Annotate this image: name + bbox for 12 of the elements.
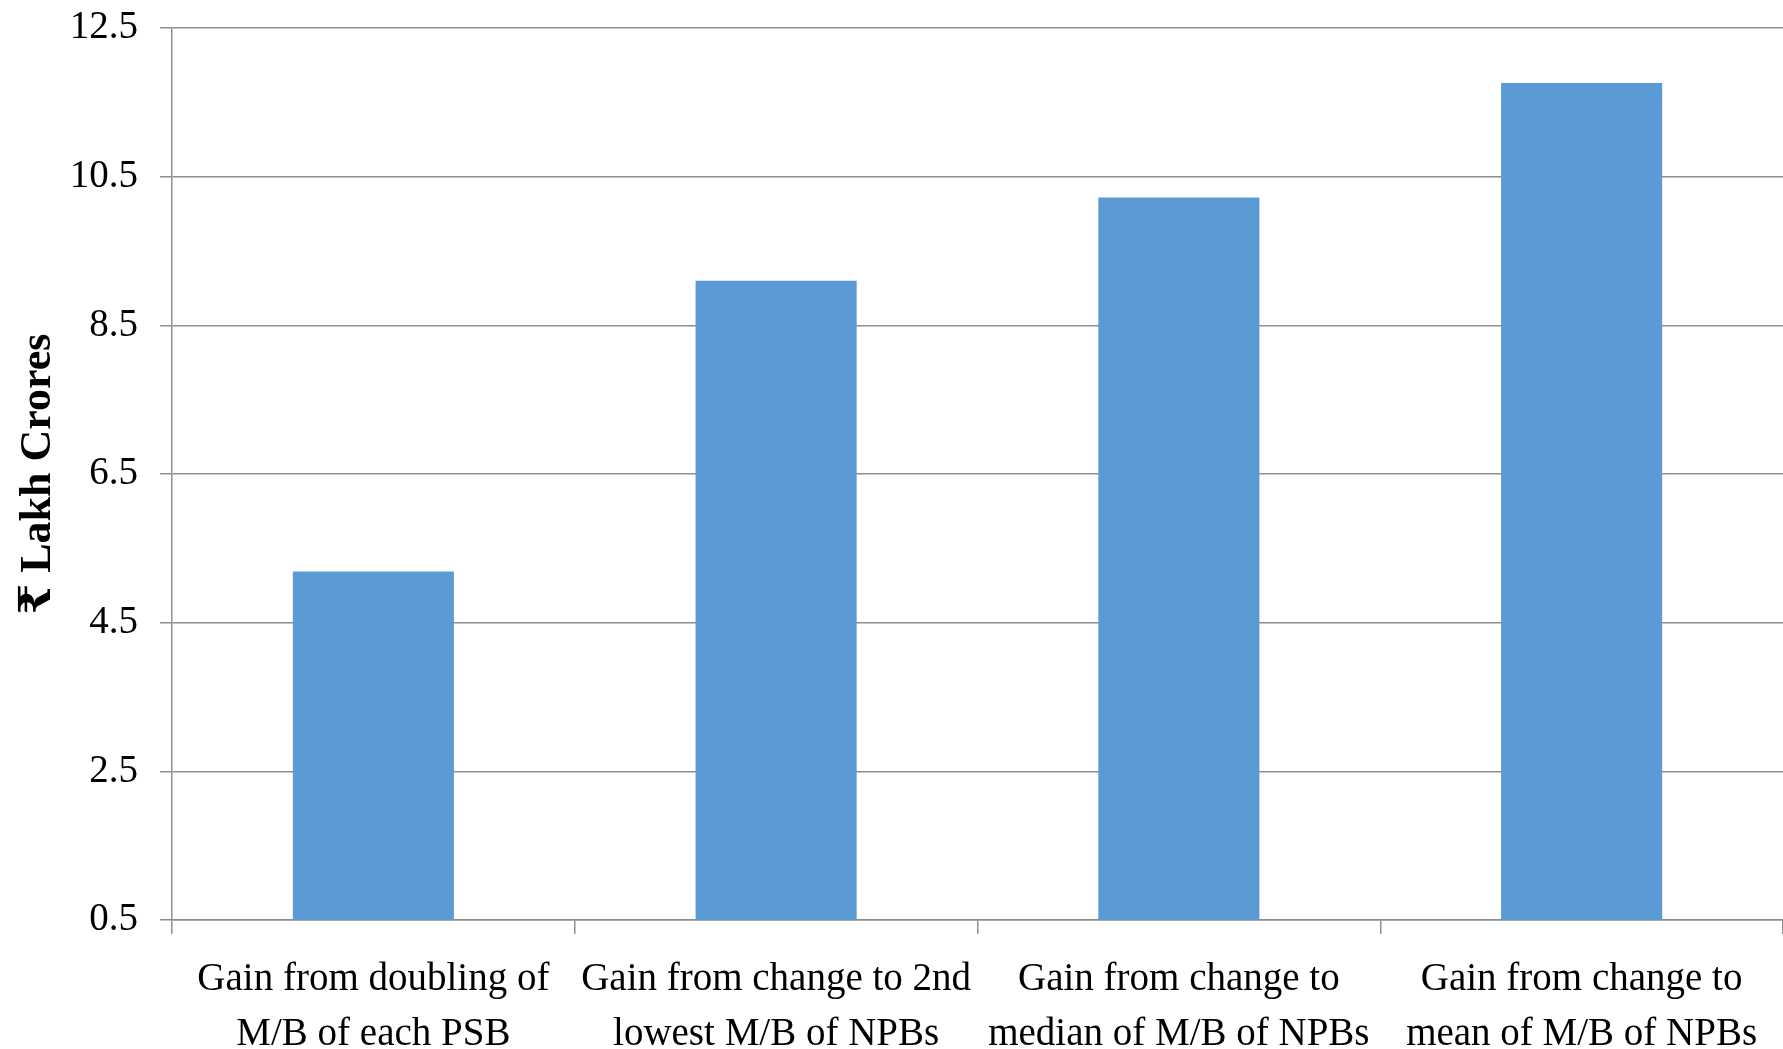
- y-tick-label: 4.5: [89, 597, 138, 641]
- y-tick-label: 10.5: [69, 151, 138, 195]
- y-axis-title: ₹ Lakh Crores: [10, 333, 60, 615]
- x-tick-label: Gain from change to mean of M/B of NPBs: [1406, 954, 1758, 1049]
- y-tick-label: 6.5: [89, 449, 138, 493]
- y-tick-label: 12.5: [69, 3, 138, 47]
- y-tick-label: 2.5: [89, 746, 138, 790]
- x-tick-label: Gain from change to median of M/B of NPBs: [988, 954, 1370, 1049]
- y-tick-label: 0.5: [89, 895, 138, 939]
- x-tick-label: Gain from change to 2nd lowest M/B of NPBs: [581, 954, 972, 1049]
- x-tick-label: Gain from doubling of M/B of each PSB: [197, 954, 550, 1049]
- y-tick-label: 8.5: [89, 300, 138, 344]
